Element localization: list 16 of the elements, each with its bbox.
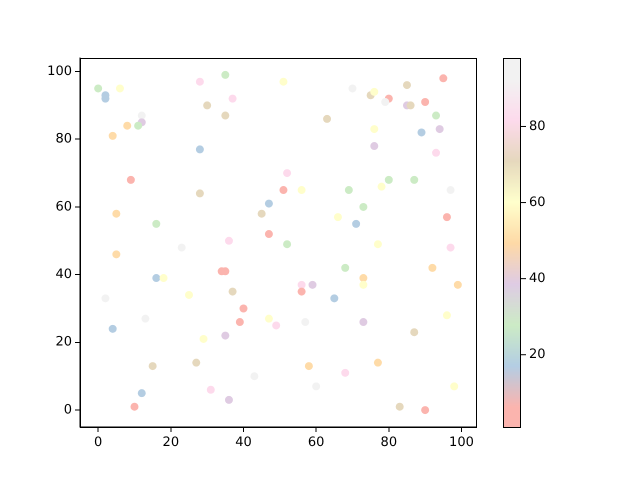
x-tick-label: 40 bbox=[235, 435, 252, 450]
x-tick-label: 20 bbox=[162, 435, 180, 450]
color-bar-label: 80 bbox=[529, 118, 546, 134]
x-tick-label: 0 bbox=[94, 435, 102, 450]
color-bar-label: 60 bbox=[529, 194, 546, 210]
color-bar-label: 40 bbox=[529, 271, 546, 286]
x-tick-label: 80 bbox=[380, 435, 398, 450]
y-tick-label: 60 bbox=[55, 199, 72, 214]
y-tick-label: 40 bbox=[55, 267, 72, 282]
x-tick-label: 60 bbox=[308, 435, 324, 450]
x-tick-label: 100 bbox=[449, 435, 474, 450]
y-tick-label: 100 bbox=[47, 64, 72, 79]
y-tick-label: 0 bbox=[64, 402, 72, 418]
y-tick-label: 80 bbox=[55, 132, 72, 147]
y-tick-label: 20 bbox=[55, 334, 72, 350]
color-bar-label: 20 bbox=[529, 347, 546, 362]
